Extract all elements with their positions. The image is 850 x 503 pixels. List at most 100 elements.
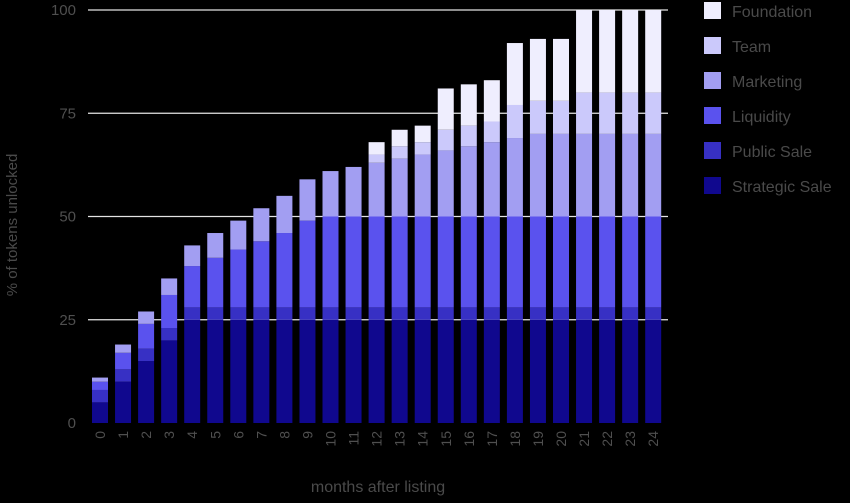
bar-segment-strategic-sale bbox=[460, 319, 477, 423]
y-tick-label: 0 bbox=[68, 415, 76, 432]
bar-segment-foundation bbox=[529, 38, 546, 101]
bar-segment-liquidity bbox=[276, 233, 293, 308]
bar-segment-team bbox=[391, 146, 408, 159]
bar-segment-public-sale bbox=[414, 307, 431, 320]
bar-segment-public-sale bbox=[138, 348, 155, 362]
bar-segment-strategic-sale bbox=[115, 381, 132, 423]
bar-segment-liquidity bbox=[345, 216, 362, 308]
y-tick-label: 25 bbox=[59, 312, 76, 329]
bar-segment-liquidity bbox=[230, 249, 247, 308]
x-tick-label: 1 bbox=[115, 431, 131, 439]
bar-segment-public-sale bbox=[460, 307, 477, 320]
bar-segment-strategic-sale bbox=[345, 319, 362, 423]
bar-segment-liquidity bbox=[437, 216, 454, 308]
bar-segment-team bbox=[645, 92, 662, 134]
legend-label-public-sale: Public Sale bbox=[732, 144, 812, 161]
bar-segment-marketing bbox=[276, 195, 293, 234]
x-tick-label: 12 bbox=[369, 431, 385, 447]
bar-segment-strategic-sale bbox=[599, 319, 616, 423]
bar-segment-marketing bbox=[529, 133, 546, 217]
x-tick-label: 5 bbox=[207, 431, 223, 439]
x-tick-label: 23 bbox=[622, 431, 638, 447]
bar-segment-public-sale bbox=[161, 328, 178, 341]
bar-segment-team bbox=[437, 129, 454, 151]
bar-segment-liquidity bbox=[299, 220, 316, 308]
bar-segment-public-sale bbox=[253, 307, 270, 320]
bar-segment-liquidity bbox=[460, 216, 477, 308]
bar-segment-team bbox=[529, 100, 546, 134]
x-tick-label: 18 bbox=[507, 431, 523, 447]
x-tick-label: 9 bbox=[299, 431, 315, 439]
bar-segment-public-sale bbox=[391, 307, 408, 320]
x-tick-label: 19 bbox=[530, 431, 546, 447]
bar-segment-public-sale bbox=[115, 369, 132, 382]
bar-segment-foundation bbox=[622, 10, 639, 93]
bar-segment-public-sale bbox=[299, 307, 316, 320]
bar-segment-strategic-sale bbox=[414, 319, 431, 423]
bar-segment-marketing bbox=[645, 133, 662, 217]
x-tick-label: 11 bbox=[346, 431, 362, 446]
bar-segment-team bbox=[576, 92, 593, 134]
bar-segment-strategic-sale bbox=[184, 319, 201, 423]
bar-segment-marketing bbox=[299, 179, 316, 221]
bar-segment-strategic-sale bbox=[437, 319, 454, 423]
legend-swatch-strategic-sale bbox=[704, 177, 721, 194]
bar-segment-liquidity bbox=[138, 323, 155, 349]
bar-segment-public-sale bbox=[437, 307, 454, 320]
bars bbox=[92, 10, 662, 423]
x-tick-label: 13 bbox=[392, 431, 408, 447]
bar-segment-public-sale bbox=[207, 307, 224, 320]
bar-segment-public-sale bbox=[322, 307, 339, 320]
y-tick-label: 50 bbox=[59, 209, 76, 226]
bar-segment-liquidity bbox=[576, 216, 593, 308]
bar-segment-strategic-sale bbox=[645, 319, 662, 423]
bar-segment-strategic-sale bbox=[161, 340, 178, 423]
bar-segment-public-sale bbox=[506, 307, 523, 320]
x-tick-label: 20 bbox=[553, 431, 569, 447]
bar-segment-foundation bbox=[599, 10, 616, 93]
x-tick-label: 16 bbox=[461, 431, 477, 447]
x-tick-label: 10 bbox=[323, 431, 339, 447]
bar-segment-team bbox=[414, 142, 431, 155]
bar-segment-public-sale bbox=[599, 307, 616, 320]
bar-segment-marketing bbox=[368, 162, 385, 217]
bar-segment-strategic-sale bbox=[92, 402, 108, 423]
bar-segment-public-sale bbox=[553, 307, 569, 320]
bar-segment-team bbox=[506, 104, 523, 139]
bar-segment-foundation bbox=[553, 38, 569, 101]
legend-label-liquidity: Liquidity bbox=[732, 109, 791, 126]
bar-segment-marketing bbox=[437, 150, 454, 217]
bar-segment-marketing bbox=[576, 133, 593, 217]
legend-label-foundation: Foundation bbox=[732, 4, 812, 21]
bar-segment-strategic-sale bbox=[138, 361, 155, 423]
bar-segment-marketing bbox=[506, 138, 523, 217]
bar-segment-team bbox=[460, 125, 477, 147]
bar-segment-liquidity bbox=[322, 216, 339, 308]
bar-segment-team bbox=[599, 92, 616, 134]
bar-segment-marketing bbox=[184, 245, 201, 267]
bar-segment-strategic-sale bbox=[506, 319, 523, 423]
bar-segment-team bbox=[553, 100, 569, 134]
bar-segment-marketing bbox=[622, 133, 639, 217]
x-tick-label: 14 bbox=[415, 431, 431, 447]
bar-segment-marketing bbox=[322, 171, 339, 217]
bar-segment-foundation bbox=[391, 129, 408, 147]
bar-segment-marketing bbox=[599, 133, 616, 217]
bar-segment-strategic-sale bbox=[391, 319, 408, 423]
bar-segment-strategic-sale bbox=[483, 319, 500, 423]
bar-segment-strategic-sale bbox=[207, 319, 224, 423]
legend-label-strategic-sale: Strategic Sale bbox=[732, 179, 832, 196]
bar-segment-marketing bbox=[138, 311, 155, 324]
bar-segment-marketing bbox=[553, 133, 569, 217]
bar-segment-foundation bbox=[437, 88, 454, 130]
legend-label-team: Team bbox=[732, 39, 771, 56]
bar-segment-foundation bbox=[576, 10, 593, 93]
bar-segment-public-sale bbox=[622, 307, 639, 320]
bar-segment-liquidity bbox=[553, 216, 569, 308]
bar-segment-liquidity bbox=[645, 216, 662, 308]
bar-segment-liquidity bbox=[506, 216, 523, 308]
x-tick-label: 15 bbox=[438, 431, 454, 447]
bar-segment-foundation bbox=[368, 142, 385, 155]
bar-segment-foundation bbox=[483, 80, 500, 122]
bar-segment-liquidity bbox=[92, 381, 108, 390]
